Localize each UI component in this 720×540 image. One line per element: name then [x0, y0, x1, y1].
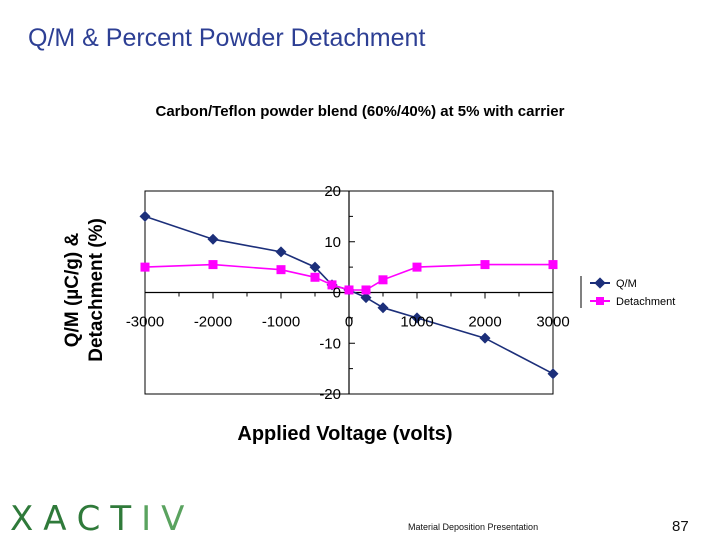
- slide-title: Q/M & Percent Powder Detachment: [28, 24, 426, 52]
- data-point-detachment: [327, 280, 337, 290]
- data-point-q-m: [547, 368, 559, 380]
- chart-title: Carbon/Teflon powder blend (60%/40%) at …: [156, 103, 565, 120]
- logo-letter: V: [161, 499, 195, 539]
- x-tick-label: 1000: [400, 314, 433, 331]
- page-number: 87: [672, 518, 689, 535]
- xactiv-logo: XACTIV: [10, 499, 194, 539]
- data-point-detachment: [412, 262, 422, 272]
- x-tick-label: -3000: [126, 314, 164, 331]
- data-point-q-m: [479, 332, 491, 344]
- logo-letter: X: [10, 499, 44, 539]
- y-tick-label: -20: [319, 386, 341, 403]
- x-tick-label: -2000: [194, 314, 232, 331]
- logo-letter: T: [110, 499, 142, 539]
- legend-marker-detachment: [596, 297, 604, 305]
- data-point-detachment: [361, 285, 371, 295]
- y-tick-label: -10: [319, 335, 341, 352]
- data-point-detachment: [480, 260, 490, 270]
- data-point-q-m: [411, 312, 423, 324]
- legend-label-qm: Q/M: [616, 278, 637, 290]
- x-tick-label: 0: [345, 314, 353, 331]
- data-point-detachment: [140, 262, 150, 272]
- data-point-detachment: [344, 285, 354, 295]
- legend: Q/M Detachment: [580, 276, 675, 308]
- y-axis-label-line1: Q/M (µC/g) &: [62, 233, 83, 348]
- x-tick-label: -1000: [262, 314, 300, 331]
- data-point-detachment: [276, 265, 286, 275]
- data-point-q-m: [377, 302, 389, 314]
- data-point-detachment: [208, 260, 218, 270]
- legend-label-detachment: Detachment: [616, 296, 675, 308]
- footer-text: Material Deposition Presentation: [408, 522, 539, 532]
- y-tick-label: 10: [324, 234, 341, 251]
- data-point-q-m: [139, 210, 151, 222]
- legend-marker-qm: [594, 277, 606, 289]
- x-axis-label: Applied Voltage (volts): [237, 423, 452, 445]
- data-point-detachment: [548, 260, 558, 270]
- y-axis-label-line2: Detachment (%): [86, 218, 107, 362]
- data-point-detachment: [310, 272, 320, 282]
- logo-letter: I: [141, 499, 162, 539]
- data-point-q-m: [360, 292, 372, 304]
- x-tick-label: 3000: [536, 314, 569, 331]
- y-tick-label: 20: [324, 183, 341, 200]
- logo-letter: A: [43, 499, 77, 539]
- x-tick-label: 2000: [468, 314, 501, 331]
- data-point-q-m: [275, 246, 287, 258]
- data-point-q-m: [207, 233, 219, 245]
- data-point-detachment: [378, 275, 388, 285]
- data-point-q-m: [309, 261, 321, 273]
- logo-letter: C: [76, 499, 111, 539]
- y-tick-label: 0: [333, 285, 341, 302]
